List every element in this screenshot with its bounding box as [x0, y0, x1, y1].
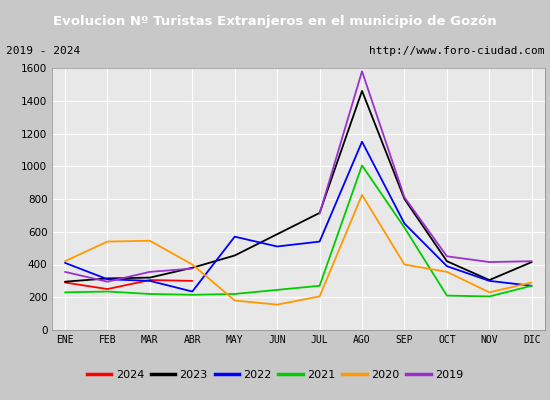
- Text: Evolucion Nº Turistas Extranjeros en el municipio de Gozón: Evolucion Nº Turistas Extranjeros en el …: [53, 14, 497, 28]
- Text: 2019 - 2024: 2019 - 2024: [6, 46, 80, 56]
- Legend: 2024, 2023, 2022, 2021, 2020, 2019: 2024, 2023, 2022, 2021, 2020, 2019: [84, 367, 466, 383]
- Text: http://www.foro-ciudad.com: http://www.foro-ciudad.com: [369, 46, 544, 56]
